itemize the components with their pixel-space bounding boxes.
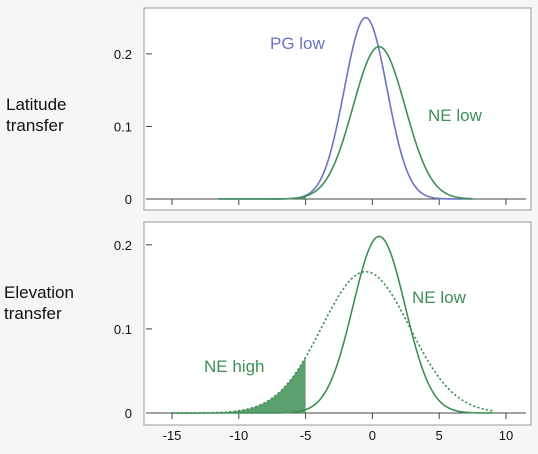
row-label-line-1: Elevation — [4, 283, 74, 302]
panel-latitude: 0 0.1 0.2 PG low NE low — [114, 7, 532, 211]
series-label-ne-low: NE low — [428, 106, 483, 125]
row-label-elevation: Elevation transfer — [4, 282, 74, 324]
y-tick-label: 0 — [125, 192, 132, 207]
x-tick-label: 0 — [369, 428, 376, 443]
series-label-pg-low: PG low — [270, 34, 326, 53]
y-axis: 0 0.1 0.2 — [114, 238, 152, 421]
series-line-ne-low — [172, 235, 493, 414]
panel-elevation: -15 -10 -5 0 5 10 0 0.1 0.2 NE low NE high — [114, 221, 532, 443]
x-tick-label: -10 — [229, 428, 248, 443]
x-tick-label: -15 — [163, 428, 182, 443]
row-label-line-1: Latitude — [6, 95, 67, 114]
series-line-ne-high — [172, 270, 493, 414]
series-line-ne-low — [218, 45, 473, 200]
panel-frame — [143, 7, 532, 211]
x-tick-label: -5 — [300, 428, 312, 443]
y-tick-label: 0 — [125, 406, 132, 421]
row-label-line-2: transfer — [6, 116, 64, 135]
x-tick-label: 10 — [499, 428, 513, 443]
panel-frame — [143, 221, 532, 426]
y-tick-label: 0.2 — [114, 47, 132, 62]
x-ticks — [171, 199, 507, 205]
x-tick-label: 5 — [436, 428, 443, 443]
y-tick-label: 0.1 — [114, 322, 132, 337]
row-label-latitude: Latitude transfer — [6, 94, 67, 136]
y-axis: 0 0.1 0.2 — [114, 47, 152, 207]
row-label-line-2: transfer — [4, 304, 62, 323]
y-tick-label: 0.1 — [114, 119, 132, 134]
series-label-ne-high: NE high — [204, 357, 264, 376]
y-tick-label: 0.2 — [114, 238, 132, 253]
series-label-ne-low: NE low — [412, 288, 467, 307]
x-axis: -15 -10 -5 0 5 10 — [163, 413, 513, 443]
